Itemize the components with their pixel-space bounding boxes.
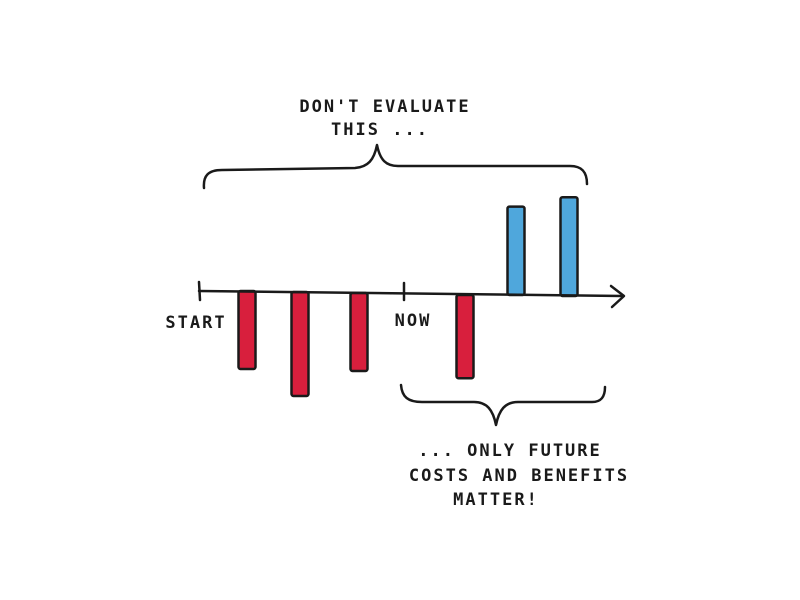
top-brace [202, 143, 589, 190]
bottom-note-line3: MATTER! [453, 490, 539, 510]
timeline-axis [197, 289, 624, 298]
bars-layer [237, 195, 579, 398]
start-tick [197, 280, 202, 302]
top-note-line1: DON'T EVALUATE [299, 97, 470, 117]
cost-bar [349, 291, 369, 373]
start-label: START [165, 313, 226, 333]
benefit-bar [559, 195, 579, 298]
top-note-line2: THIS ... [331, 120, 429, 140]
cost-bar [455, 293, 475, 380]
bottom-note-line1: ... ONLY FUTURE [418, 441, 602, 461]
timeline-arrowhead [609, 284, 626, 309]
now-label: NOW [395, 311, 432, 331]
bottom-note-line2: COSTS AND BENEFITS [409, 466, 629, 486]
cost-bar [290, 290, 310, 398]
benefit-bar [506, 205, 526, 297]
cost-bar [237, 289, 257, 371]
bottom-brace [399, 383, 607, 427]
